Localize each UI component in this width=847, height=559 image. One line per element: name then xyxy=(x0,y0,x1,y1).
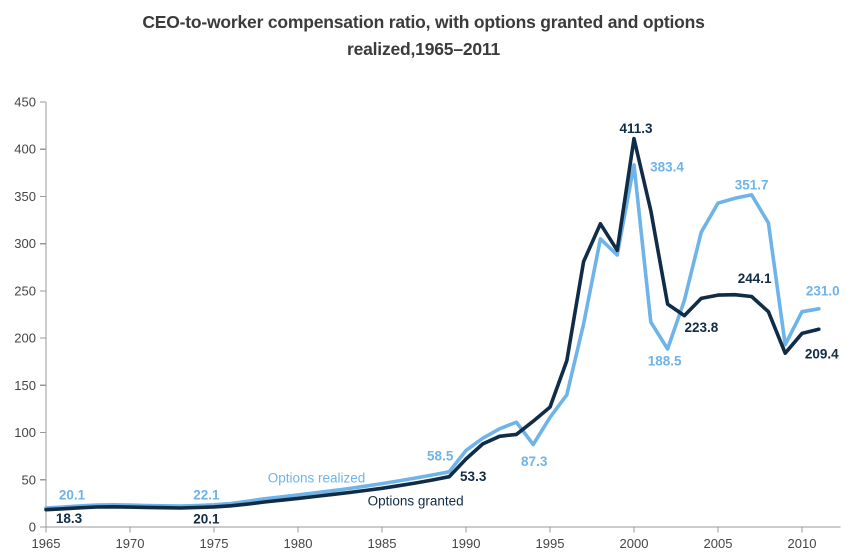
x-tick-label: 2000 xyxy=(620,536,649,551)
value-label: 18.3 xyxy=(56,511,83,526)
value-label: 20.1 xyxy=(59,488,86,503)
y-tick-label: 300 xyxy=(14,236,36,251)
value-label: 244.1 xyxy=(738,271,772,286)
y-tick-label: 150 xyxy=(14,378,36,393)
chart-title-line1: CEO-to-worker compensation ratio, with o… xyxy=(142,12,705,32)
x-tick-label: 1980 xyxy=(284,536,313,551)
value-label: 351.7 xyxy=(735,177,769,192)
line-options-granted xyxy=(44,136,821,512)
y-tick-label: 350 xyxy=(14,189,36,204)
value-label: 411.3 xyxy=(619,121,653,136)
value-label: 209.4 xyxy=(805,347,839,362)
value-label: 223.8 xyxy=(685,320,719,335)
y-tick-label: 0 xyxy=(29,520,36,535)
y-tick-label: 100 xyxy=(14,425,36,440)
x-tick-label: 1995 xyxy=(536,536,565,551)
y-tick-label: 50 xyxy=(22,472,36,487)
value-label: 53.3 xyxy=(460,469,487,484)
x-tick-label: 2010 xyxy=(788,536,817,551)
value-label: 58.5 xyxy=(427,448,454,463)
x-tick-label: 2005 xyxy=(704,536,733,551)
chart-title-line2: realized,1965–2011 xyxy=(346,39,501,60)
value-label: 22.1 xyxy=(193,488,220,503)
chart-title: CEO-to-worker compensation ratio, with o… xyxy=(0,9,847,63)
x-tick-label: 1990 xyxy=(452,536,481,551)
value-label: 20.1 xyxy=(193,512,220,527)
y-tick-label: 250 xyxy=(14,283,36,298)
x-tick-label: 1975 xyxy=(200,536,229,551)
value-label: 383.4 xyxy=(650,159,684,174)
value-label: 231.0 xyxy=(806,283,840,298)
x-tick-label: 1985 xyxy=(368,536,397,551)
value-label: 87.3 xyxy=(521,454,548,469)
series-label-options-realized: Options realized xyxy=(268,470,366,485)
x-tick-label: 1965 xyxy=(32,536,61,551)
y-tick-label: 200 xyxy=(14,331,36,346)
value-label: 188.5 xyxy=(648,353,682,368)
y-tick-label: 400 xyxy=(14,142,36,157)
line-options-realized xyxy=(44,163,821,510)
x-tick-label: 1970 xyxy=(116,536,145,551)
y-tick-label: 450 xyxy=(14,95,36,110)
series-label-options-granted: Options granted xyxy=(368,494,464,509)
